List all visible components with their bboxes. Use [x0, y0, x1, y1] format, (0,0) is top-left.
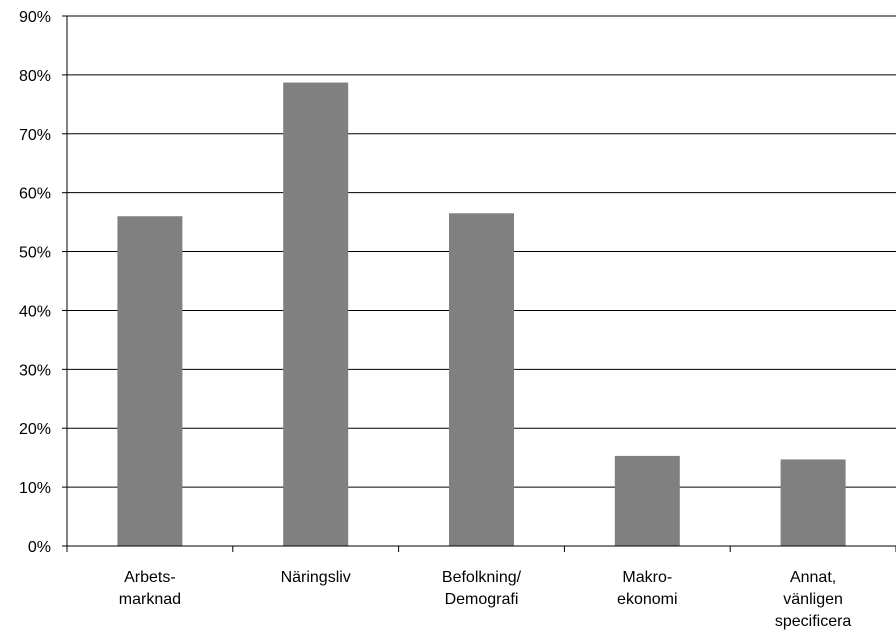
x-category-label-line: Makro- [622, 569, 672, 586]
bar [449, 213, 514, 546]
y-tick-label: 30% [19, 362, 51, 379]
x-category-label-line: Näringsliv [281, 569, 351, 586]
bar [614, 455, 680, 546]
bar [780, 459, 846, 546]
y-tick-label: 60% [19, 186, 51, 203]
x-category-label-line: Arbets- [124, 569, 176, 586]
x-category-label: Befolkning/Demografi [442, 569, 522, 608]
y-tick-label: 0% [28, 539, 51, 556]
y-tick-label: 10% [19, 480, 51, 497]
y-tick-label: 90% [19, 9, 51, 26]
x-category-label: Annat, vänligen specificera [775, 569, 852, 630]
y-tick-label: 20% [19, 421, 51, 438]
x-axis-category-labels: Arbets-marknad Näringsliv Befolkning/Demog… [119, 569, 852, 630]
x-category-label: Näringsliv [281, 569, 351, 586]
bar [283, 82, 349, 547]
axes [62, 15, 896, 552]
x-category-label-line: Befolkning/ [442, 569, 522, 586]
x-category-label-line: marknad [119, 591, 181, 608]
y-tick-label: 70% [19, 127, 51, 144]
bars [117, 82, 846, 547]
x-category-label-line: Annat, [790, 569, 836, 586]
y-tick-label: 80% [19, 68, 51, 85]
x-category-label-line: vänligen [783, 591, 843, 608]
x-category-label-line: specificera [775, 613, 852, 630]
x-category-label-line: Demografi [445, 591, 519, 608]
x-category-label: Arbets-marknad [119, 569, 181, 608]
y-tick-label: 40% [19, 303, 51, 320]
bar [117, 216, 183, 546]
y-axis-tick-labels: 0% 10% 20% 30% 40% 50% 60% 70% 80% 90% [19, 9, 51, 556]
y-tick-label: 50% [19, 245, 51, 262]
x-category-label: Makro-ekonomi [617, 569, 677, 608]
x-category-label-line: ekonomi [617, 591, 677, 608]
